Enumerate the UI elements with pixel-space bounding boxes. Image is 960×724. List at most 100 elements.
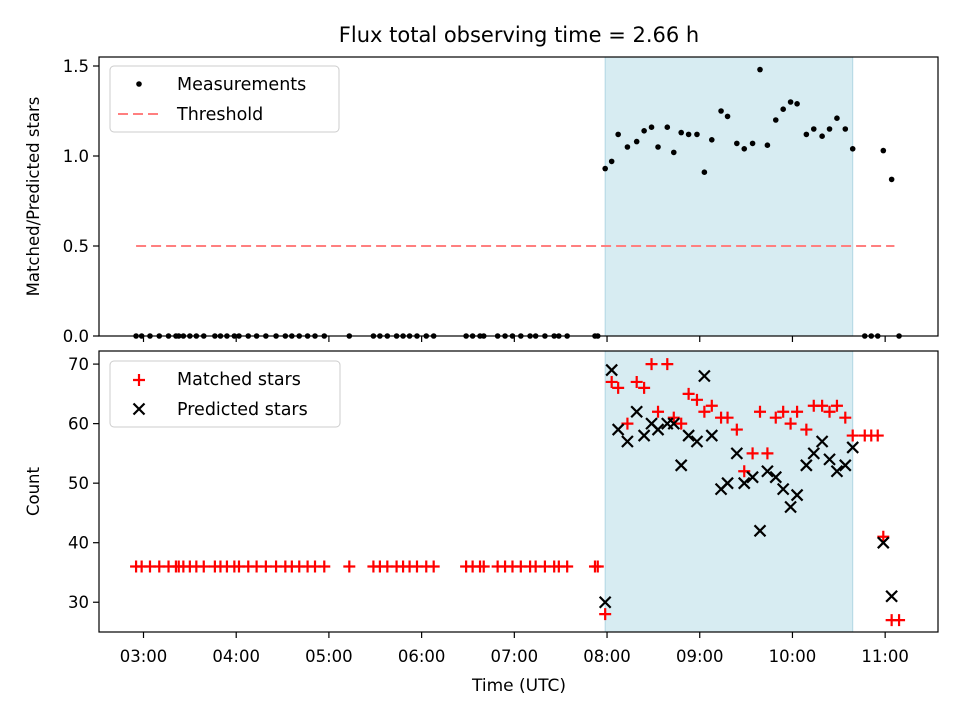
legend-matched-marker <box>133 374 145 386</box>
predicted-star-point <box>830 464 844 478</box>
matched-star-point <box>877 530 890 543</box>
x-tick-label: 11:00 <box>861 647 909 666</box>
bottom-x-axis: 03:00 04:00 05:00 06:00 07:00 08:00 09:00 10:00… <box>120 632 909 666</box>
matched-star-point <box>259 560 272 573</box>
predicted-star-point <box>621 435 634 448</box>
x-tick-label: 07:00 <box>491 647 539 666</box>
y-tick-label: 1.0 <box>63 147 89 166</box>
predicted-star-point <box>598 595 612 609</box>
measurement-point <box>670 149 677 156</box>
matched-star-point <box>698 405 711 418</box>
matched-star-point <box>197 560 210 573</box>
measurement-point <box>757 66 763 73</box>
bottom-legend: Matched stars Predicted stars <box>109 360 341 428</box>
x-axis-label: Time (UTC) <box>471 676 566 696</box>
predicted-star-point <box>630 405 643 419</box>
y-tick-label: 60 <box>68 415 89 434</box>
measurement-point <box>810 126 817 132</box>
top-y-axis-label: Matched/Predicted stars <box>24 97 43 297</box>
x-tick-label: 04:00 <box>212 647 260 666</box>
x-tick-label: 06:00 <box>398 647 446 666</box>
predicted-star-point <box>721 476 734 490</box>
predicted-star-point <box>705 429 719 442</box>
predicted-star-point <box>784 500 797 514</box>
predicted-star-points <box>598 363 898 609</box>
legend-threshold-label: Threshold <box>176 105 263 125</box>
measurement-point <box>624 144 631 150</box>
matched-star-point <box>682 387 695 400</box>
predicted-star-point <box>846 441 859 454</box>
x-tick-label: 05:00 <box>305 647 353 666</box>
measurement-point <box>849 146 856 152</box>
measurement-point <box>633 138 640 145</box>
measurement-point <box>794 101 800 107</box>
predicted-star-point <box>790 488 804 502</box>
matched-star-point <box>638 381 651 394</box>
bottom-panel: 30 40 50 60 70 03:00 04:00 05:00 06:00 07:00 08:0… <box>24 350 939 696</box>
predicted-star-point <box>698 369 711 383</box>
matched-star-point <box>605 375 618 388</box>
legend-measurements-label: Measurements <box>177 75 306 95</box>
measurement-point <box>834 115 840 121</box>
predicted-star-point <box>839 459 852 472</box>
y-tick-label: 70 <box>68 355 89 374</box>
matched-star-point <box>599 608 612 621</box>
matched-star-point <box>675 417 688 430</box>
legend-predicted-label: Predicted stars <box>177 400 308 420</box>
measurement-point <box>694 131 700 138</box>
matched-star-point <box>777 405 790 418</box>
matched-star-point <box>612 381 625 394</box>
y-tick-label: 0.0 <box>63 327 89 346</box>
matched-star-point <box>816 399 829 412</box>
matched-star-point <box>427 560 440 573</box>
matched-star-point <box>754 405 767 418</box>
predicted-star-point <box>637 429 651 442</box>
matched-star-point <box>645 358 658 371</box>
predicted-star-point <box>611 423 625 436</box>
predicted-star-point <box>753 524 767 538</box>
bottom-y-axis-label: Count <box>24 466 43 516</box>
measurement-point <box>772 117 779 123</box>
y-tick-label: 0.5 <box>63 237 89 256</box>
predicted-star-point <box>690 435 704 448</box>
y-tick-label: 50 <box>68 474 89 493</box>
predicted-star-point <box>807 447 821 460</box>
legend-measurement-marker <box>136 81 142 87</box>
matched-star-point <box>769 411 782 424</box>
measurement-point <box>787 99 794 105</box>
matched-star-point <box>746 447 759 460</box>
measurement-point <box>724 113 731 120</box>
predicted-star-point <box>667 417 681 430</box>
measurement-point <box>819 133 825 139</box>
matched-star-point <box>730 423 743 436</box>
predicted-star-point <box>877 536 890 549</box>
y-tick-label: 30 <box>68 593 89 612</box>
measurement-point <box>708 137 715 143</box>
matched-star-point <box>800 423 813 436</box>
measurement-point <box>780 106 786 112</box>
x-tick-label: 08:00 <box>583 647 631 666</box>
bottom-axes-frame <box>98 350 939 633</box>
bottom-observing-span <box>604 350 854 633</box>
measurement-point <box>655 144 661 150</box>
measurement-point <box>734 140 740 147</box>
x-tick-label: 03:00 <box>120 647 168 666</box>
predicted-star-point <box>737 476 751 490</box>
predicted-star-point <box>761 464 774 478</box>
matched-star-point <box>784 417 797 430</box>
matched-star-point <box>630 375 643 388</box>
bottom-legend-box <box>109 360 341 428</box>
top-observing-span <box>604 56 854 337</box>
measurement-point <box>664 124 671 130</box>
predicted-star-point <box>823 453 836 466</box>
measurement-point <box>718 108 724 114</box>
predicted-star-point <box>815 435 829 448</box>
x-tick-label: 09:00 <box>676 647 724 666</box>
measurement-points <box>133 66 902 339</box>
measurement-point <box>842 126 849 132</box>
measurement-point <box>701 169 708 175</box>
matched-star-point <box>761 447 774 460</box>
predicted-star-point <box>682 429 695 442</box>
measurement-point <box>608 158 615 165</box>
